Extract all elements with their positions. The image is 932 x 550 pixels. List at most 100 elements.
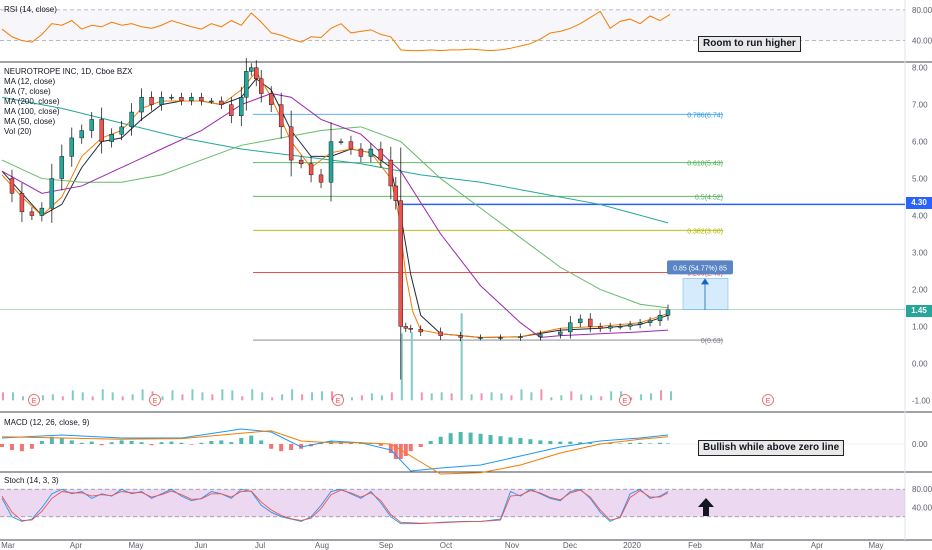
- volume-bar: [51, 394, 54, 401]
- volume-bar: [331, 391, 334, 401]
- volume-bar: [171, 390, 174, 401]
- fib-label-5: 0(0.63): [701, 338, 723, 345]
- candle-body: [209, 100, 214, 103]
- macd-histogram-bar: [9, 444, 14, 450]
- earnings-marker-0: [28, 394, 40, 406]
- volume-bar: [570, 391, 573, 401]
- earnings-marker-1: [149, 394, 161, 406]
- volume-bar: [71, 390, 74, 401]
- macd-histogram-bar: [393, 444, 398, 459]
- legend-ma200: MA (200, close): [4, 97, 60, 106]
- macd-histogram-bar: [59, 438, 64, 444]
- macd-histogram-bar: [648, 443, 653, 444]
- price-tick-label: 7.00: [912, 101, 928, 110]
- candle-body: [149, 97, 154, 105]
- candle-body: [49, 178, 55, 209]
- volume-bar: [480, 393, 483, 401]
- macd-histogram-bar: [0, 444, 4, 447]
- stoch-tick-label: 40.00: [912, 504, 932, 513]
- volume-bar: [410, 332, 413, 401]
- macd-histogram-bar: [39, 441, 44, 444]
- candle-body: [298, 159, 304, 164]
- volume-bar: [470, 394, 473, 401]
- time-axis-label: Jun: [195, 541, 208, 550]
- volume-bar: [390, 392, 393, 401]
- candle-body: [79, 130, 84, 139]
- candle-body: [219, 100, 224, 105]
- candle-body: [438, 331, 443, 336]
- macd-histogram-bar: [209, 441, 214, 444]
- volume-bar: [191, 389, 194, 401]
- candle-body: [169, 97, 174, 99]
- volume-bar: [360, 395, 363, 401]
- macd-histogram-bar: [49, 436, 54, 444]
- candle-body: [598, 326, 603, 329]
- rsi-callout[interactable]: Room to run higher: [698, 36, 801, 52]
- volume-bar: [11, 392, 14, 401]
- macd-line: [1, 428, 669, 472]
- measure-arrow-head: [701, 278, 709, 285]
- volume-bar: [321, 391, 324, 401]
- macd-callout[interactable]: Bullish while above zero line: [698, 440, 845, 456]
- candle-body: [278, 104, 284, 128]
- earnings-marker-label: E: [766, 398, 771, 405]
- macd-histogram-bar: [568, 441, 573, 444]
- candle-body: [358, 148, 364, 157]
- candle-body: [398, 200, 404, 327]
- ma-line-1: [1, 70, 669, 338]
- volume-bar: [211, 394, 214, 401]
- time-axis-label: Aug: [315, 541, 329, 550]
- volume-bar: [380, 395, 383, 401]
- volume-bar: [161, 396, 164, 401]
- time-axis-label: Nov: [505, 541, 519, 550]
- candle-body: [99, 119, 104, 142]
- volume-bar: [91, 396, 94, 401]
- macd-histogram-bar: [259, 440, 264, 444]
- candle-body: [129, 111, 134, 128]
- time-axis-label: Jul: [255, 541, 265, 550]
- macd-signal-line: [1, 430, 669, 475]
- earnings-marker-label: E: [32, 398, 37, 405]
- stoch-tick-label: 80.00: [912, 485, 932, 494]
- volume-bar: [241, 396, 244, 401]
- macd-histogram-bar: [29, 444, 34, 449]
- candle-body: [458, 335, 463, 338]
- candle-body: [119, 126, 124, 135]
- candle-body: [39, 207, 45, 216]
- time-axis-label: Sep: [379, 541, 394, 550]
- macd-histogram-bar: [418, 444, 423, 447]
- candle-body: [418, 329, 423, 333]
- macd-histogram-bar: [408, 444, 413, 452]
- price-tick-label: 2.00: [912, 285, 928, 294]
- fib-label-1: 0.618(5.43): [687, 161, 723, 168]
- price-tick-label: 5.00: [912, 175, 928, 184]
- macd-histogram-bar: [588, 442, 593, 444]
- candle-body: [558, 331, 563, 335]
- macd-histogram-bar: [448, 433, 453, 444]
- candle-body: [244, 71, 249, 98]
- ma-line-4: [1, 93, 669, 338]
- time-axis-label: Dec: [563, 541, 577, 550]
- macd-histogram-bar: [269, 444, 274, 449]
- macd-histogram-bar: [89, 441, 94, 444]
- time-axis-label: Feb: [688, 541, 702, 550]
- volume-bar: [600, 396, 603, 401]
- volume-bar: [131, 394, 134, 401]
- volume-bar: [400, 333, 403, 401]
- candle-body: [408, 328, 413, 330]
- macd-histogram-bar: [428, 441, 433, 444]
- stoch-d-line: [1, 489, 669, 524]
- price-tick-label: 4.00: [912, 212, 928, 221]
- macd-histogram-bar: [638, 442, 643, 444]
- legend-ma12: MA (12, close): [4, 77, 56, 86]
- price-tick-label: 3.00: [912, 248, 928, 257]
- macd-histogram-bar: [69, 440, 74, 444]
- macd-histogram-bar: [608, 442, 613, 444]
- macd-histogram-bar: [666, 443, 670, 444]
- volume-bar: [41, 395, 44, 401]
- macd-histogram-bar: [149, 444, 154, 446]
- price-tick-label: -1.00: [912, 396, 931, 405]
- volume-bar: [640, 394, 643, 401]
- candle-body: [159, 97, 164, 105]
